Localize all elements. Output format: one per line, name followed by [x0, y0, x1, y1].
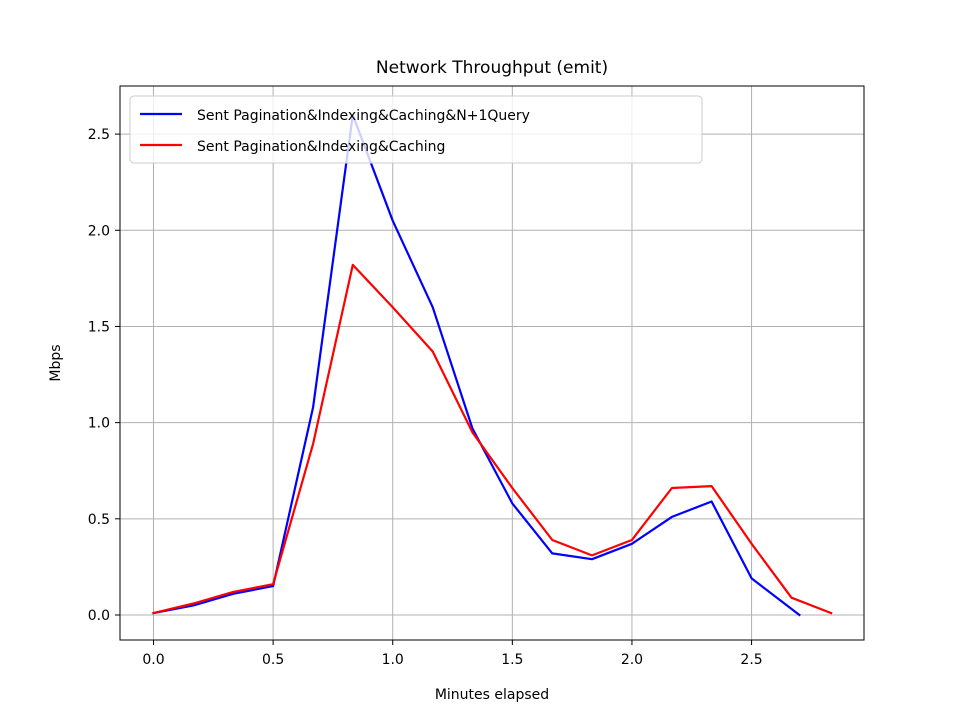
- y-tick-label: 2.0: [88, 223, 110, 239]
- x-tick-label: 2.5: [740, 652, 762, 668]
- y-tick-label: 1.5: [88, 319, 110, 335]
- chart-title: Network Throughput (emit): [376, 58, 608, 78]
- legend-label-series-1: Sent Pagination&Indexing&Caching&N+1Quer…: [197, 108, 530, 124]
- y-tick-label: 2.5: [88, 127, 110, 143]
- legend-box: [129, 95, 703, 164]
- x-tick-label: 1.5: [501, 652, 523, 668]
- plot-frame: [119, 85, 865, 641]
- x-tick-label: 1.0: [382, 652, 404, 668]
- grid: [120, 86, 864, 640]
- legend: Sent Pagination&Indexing&Caching&N+1Quer…: [129, 95, 703, 164]
- series-line-2: [152, 263, 833, 615]
- x-tick-label: 0.5: [262, 652, 284, 668]
- y-tick-label: 0.5: [88, 512, 110, 528]
- series-line-1: [152, 113, 801, 617]
- x-axis-label: Minutes elapsed: [435, 687, 549, 703]
- y-tick-label: 1.0: [88, 416, 110, 432]
- series-lines: [152, 113, 833, 617]
- y-tick-label: 0.0: [88, 608, 110, 624]
- x-tick-label: 2.0: [621, 652, 643, 668]
- axis-ticks: 0.0 0.5 1.0 1.5 2.0 2.5 0.0 0.5 1.0 1.5 2.0 2.5: [88, 127, 763, 668]
- x-tick-label: 0.0: [142, 652, 164, 668]
- legend-label-series-2: Sent Pagination&Indexing&Caching: [197, 139, 445, 155]
- y-axis-label: Mbps: [48, 344, 64, 381]
